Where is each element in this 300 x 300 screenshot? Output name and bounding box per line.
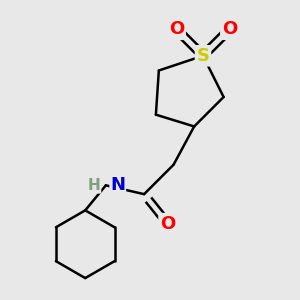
- Text: O: O: [160, 214, 175, 232]
- Text: H: H: [88, 178, 100, 193]
- Text: S: S: [196, 47, 209, 65]
- Text: O: O: [222, 20, 237, 38]
- Text: O: O: [169, 20, 184, 38]
- Text: N: N: [110, 176, 125, 194]
